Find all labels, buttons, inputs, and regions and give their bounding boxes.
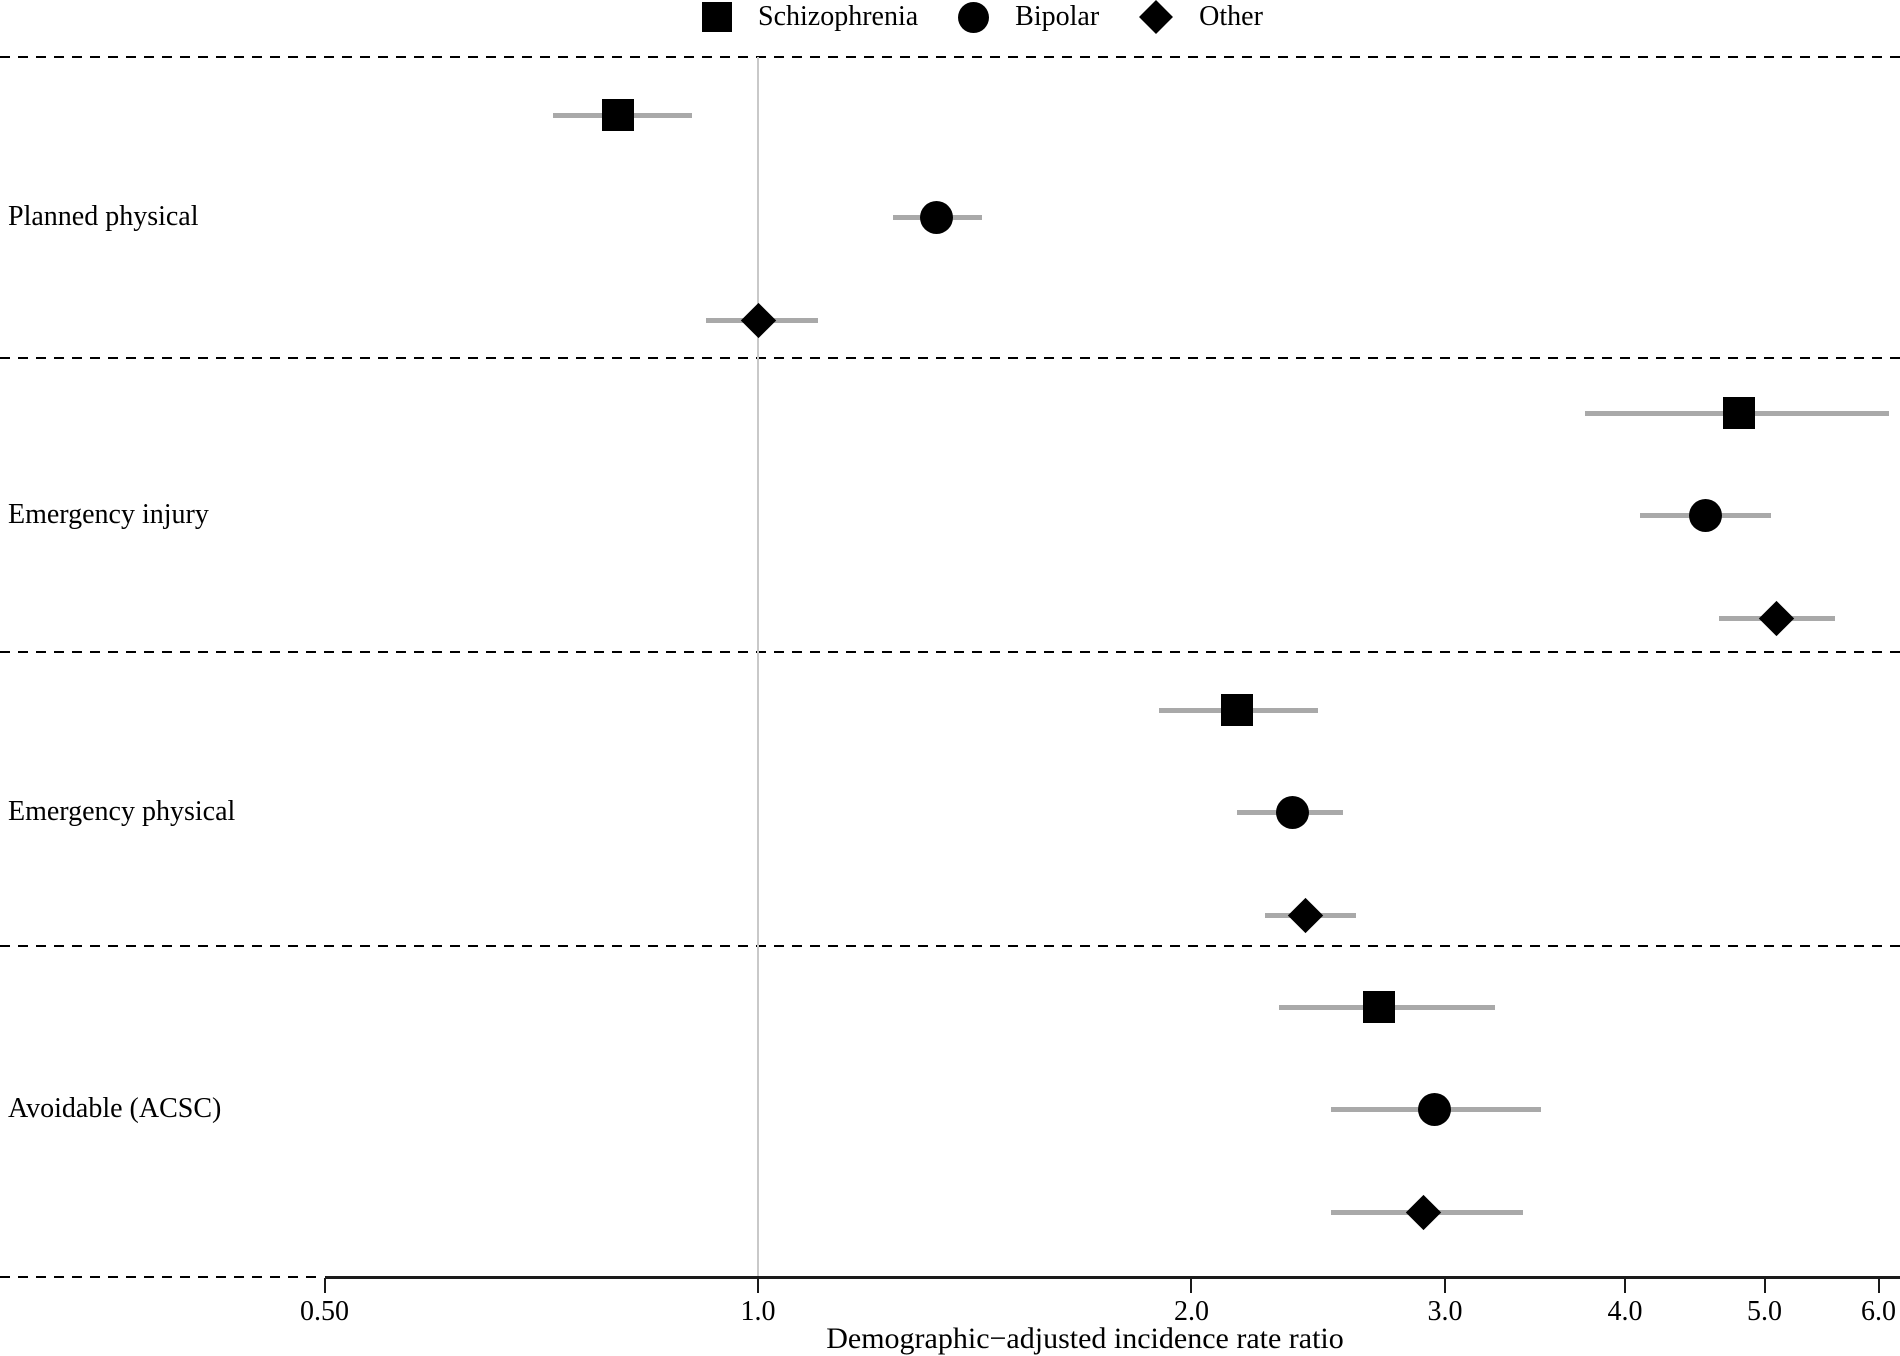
x-axis-tick [757,1278,759,1293]
bottom-dashed-line [0,1276,317,1278]
circle-marker [1418,1092,1452,1126]
x-axis-title: Demographic−adjusted incidence rate rati… [826,1322,1344,1355]
x-tick-label: 6.0 [1861,1296,1897,1327]
legend-item-bipolar: Bipolar [958,0,1099,34]
circle-marker-icon [958,1,990,33]
legend-label-schizophrenia: Schizophrenia [758,1,919,32]
square-marker-icon [702,2,732,32]
x-axis-tick [323,1278,326,1293]
diamond-marker-icon [1139,0,1174,34]
x-tick-label: 0.50 [300,1296,350,1327]
x-axis-tick [1877,1278,1880,1293]
x-tick-label: 4.0 [1607,1296,1643,1327]
x-axis-tick [1444,1278,1447,1293]
square-marker [602,99,635,131]
row-label: Planned physical [8,201,199,232]
x-tick-label: 5.0 [1747,1296,1783,1327]
diamond-marker [740,302,776,338]
legend-label-other: Other [1199,1,1263,32]
row-label: Emergency physical [8,796,236,827]
circle-marker [1275,795,1309,829]
square-marker [1220,694,1253,726]
diamond-marker [1287,897,1324,933]
legend-label-bipolar: Bipolar [1015,1,1100,32]
legend: Schizophrenia Bipolar Other [702,0,1263,34]
diamond-marker [1406,1194,1442,1230]
group-separator-line [0,357,1900,359]
group-separator-line [0,56,1900,58]
row-label: Avoidable (ACSC) [8,1093,222,1124]
legend-item-schizophrenia: Schizophrenia [702,0,918,34]
row-label: Emergency injury [8,499,209,530]
square-marker [1363,991,1396,1023]
diamond-marker [1759,600,1795,636]
legend-item-other: Other [1139,0,1263,34]
x-axis-tick [1190,1278,1193,1293]
reference-line [757,57,759,1277]
x-tick-label: 3.0 [1427,1296,1463,1327]
group-separator-line [0,945,1900,947]
group-separator-line [0,651,1900,653]
x-axis-line [325,1276,1900,1279]
x-tick-label: 2.0 [1173,1296,1209,1327]
x-tick-label: 1.0 [740,1296,776,1327]
square-marker [1722,397,1755,429]
circle-marker [1689,498,1723,532]
x-axis-tick [1623,1278,1626,1293]
x-axis-tick [1763,1278,1766,1293]
circle-marker [919,200,953,234]
